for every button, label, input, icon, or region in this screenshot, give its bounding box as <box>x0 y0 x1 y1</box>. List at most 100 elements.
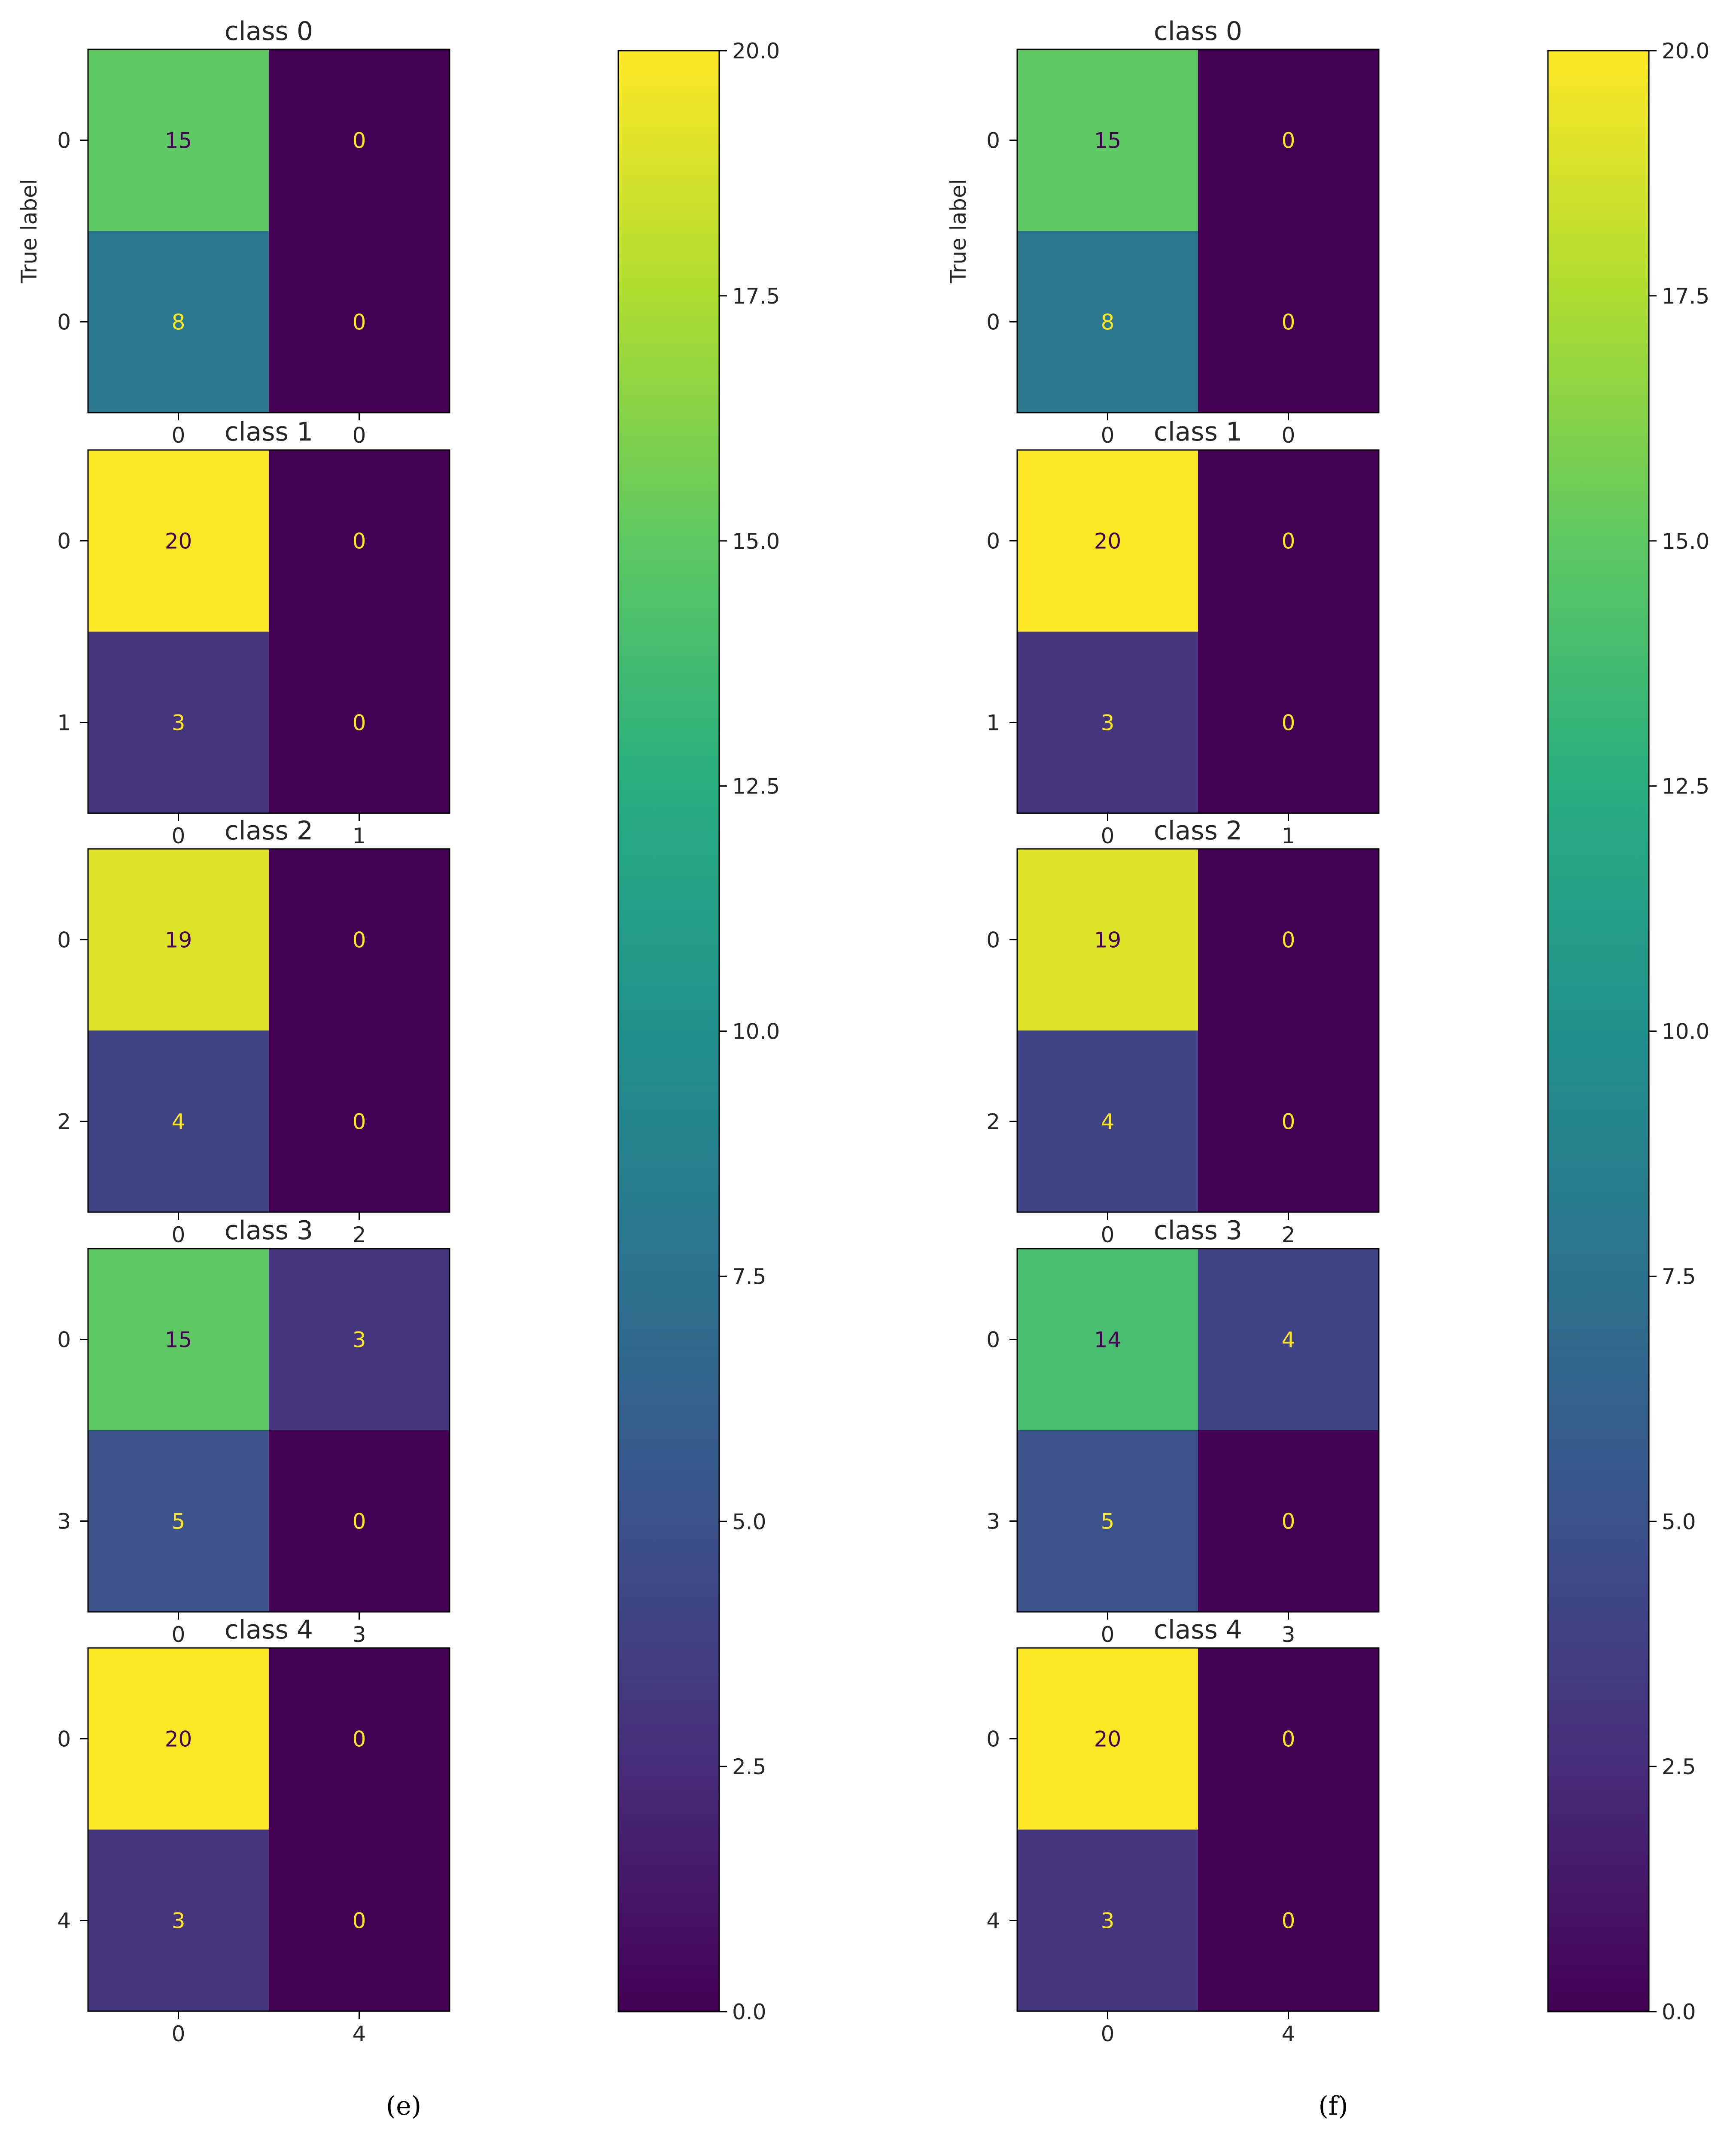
colorbar-tick-label: 0.0 <box>732 2000 766 2024</box>
matrix-cell <box>1198 849 1379 1030</box>
cell-value-label: 3 <box>172 1909 185 1933</box>
matrix-title: class 3 <box>1154 1216 1242 1246</box>
colorbar-tick-label: 15.0 <box>732 529 780 554</box>
cell-value-label: 3 <box>1101 711 1115 736</box>
y-tick-label: 0 <box>986 1727 1000 1752</box>
matrix-title: class 1 <box>225 417 313 447</box>
matrix-cell <box>88 632 269 813</box>
matrix-title: class 2 <box>225 816 313 846</box>
y-tick-label: 0 <box>57 1328 71 1353</box>
matrix-cell <box>1017 1430 1198 1612</box>
cell-value-label: 8 <box>1101 310 1115 335</box>
y-axis-label: True label <box>17 179 42 283</box>
y-tick-label: 3 <box>57 1509 71 1534</box>
y-tick-label: 2 <box>986 1110 1000 1134</box>
matrix-frame <box>87 449 450 814</box>
matrix-title: class 1 <box>1154 417 1242 447</box>
matrix-cell <box>88 1030 269 1212</box>
matrix-cell <box>269 450 450 632</box>
y-tick-label: 0 <box>986 128 1000 153</box>
cell-value-label: 20 <box>165 529 192 554</box>
matrix-cell <box>269 1830 450 2011</box>
panel-caption: (f) <box>1318 2091 1348 2121</box>
x-tick-label: 0 <box>172 824 185 848</box>
matrix-cell <box>269 1648 450 1830</box>
cell-value-label: 4 <box>172 1110 185 1134</box>
colorbar-tick-label: 10.0 <box>732 1019 780 1044</box>
cell-value-label: 0 <box>1282 310 1295 335</box>
matrix-frame <box>1016 449 1380 814</box>
matrix-cell <box>1198 1030 1379 1212</box>
y-tick-label: 4 <box>986 1909 1000 1933</box>
cell-value-label: 3 <box>1101 1909 1115 1933</box>
matrix-cell <box>1017 1648 1198 1830</box>
y-tick-label: 0 <box>57 928 71 953</box>
x-tick-label: 0 <box>353 423 366 448</box>
matrix-cell <box>88 849 269 1030</box>
cell-value-label: 4 <box>1101 1110 1115 1134</box>
y-tick-label: 0 <box>986 310 1000 335</box>
x-tick-label: 0 <box>172 2021 185 2046</box>
cell-value-label: 0 <box>1282 1509 1295 1534</box>
cell-value-label: 0 <box>353 1509 366 1534</box>
cell-value-label: 3 <box>172 711 185 736</box>
cell-value-label: 0 <box>353 1909 366 1933</box>
matrix-frame <box>1016 848 1380 1213</box>
colorbar-tick-label: 0.0 <box>1662 2000 1696 2024</box>
matrix-title: class 4 <box>1154 1615 1242 1645</box>
x-tick-label: 0 <box>172 1222 185 1247</box>
y-axis-label: True label <box>946 179 971 283</box>
matrix-title: class 0 <box>225 16 313 46</box>
cell-value-label: 15 <box>165 1328 192 1353</box>
x-tick-label: 2 <box>353 1222 366 1247</box>
confusion-matrix-class-2: class 2 19 0 4 0 0 2 0 2 <box>57 816 450 1247</box>
matrix-cell <box>1198 1830 1379 2011</box>
matrix-cell <box>1017 1249 1198 1430</box>
confusion-matrix-class-1: class 1 20 0 3 0 0 1 0 1 <box>986 417 1380 848</box>
confusion-matrix-class-0: class 0 15 0 8 0 0 0 0 0 <box>986 16 1380 448</box>
matrix-frame <box>87 1248 450 1613</box>
cell-value-label: 0 <box>1282 1110 1295 1134</box>
matrix-cell <box>269 1030 450 1212</box>
colorbar-tick-label: 2.5 <box>1662 1754 1696 1779</box>
y-tick-label: 1 <box>986 711 1000 736</box>
matrix-cell <box>88 49 269 231</box>
confusion-matrix-class-4: class 4 20 0 3 0 0 4 0 4 <box>57 1615 450 2046</box>
colorbar <box>1547 50 1650 2012</box>
x-tick-label: 0 <box>1101 1622 1115 1647</box>
y-tick-label: 4 <box>57 1909 71 1933</box>
cell-value-label: 0 <box>353 1727 366 1752</box>
matrix-cell <box>1198 1648 1379 1830</box>
confusion-matrix-class-3: class 3 15 3 5 0 0 3 0 3 <box>57 1216 450 1647</box>
x-tick-label: 4 <box>353 2021 366 2046</box>
x-tick-label: 0 <box>1101 423 1115 448</box>
y-tick-label: 0 <box>57 1727 71 1752</box>
cell-value-label: 0 <box>1282 928 1295 953</box>
matrix-cell <box>269 632 450 813</box>
colorbar-tick-label: 15.0 <box>1662 529 1709 554</box>
matrix-cell <box>88 1648 269 1830</box>
matrix-frame <box>1016 1248 1380 1613</box>
cell-value-label: 20 <box>165 1727 192 1752</box>
matrix-cell <box>88 231 269 413</box>
x-tick-label: 0 <box>1101 1222 1115 1247</box>
colorbar-tick-label: 20.0 <box>1662 39 1709 64</box>
cell-value-label: 0 <box>353 711 366 736</box>
x-tick-label: 0 <box>172 423 185 448</box>
cell-value-label: 20 <box>1094 529 1122 554</box>
x-tick-label: 1 <box>353 824 366 848</box>
matrix-frame <box>1016 1647 1380 2012</box>
matrix-cell <box>1017 1830 1198 2011</box>
matrix-cell <box>269 1249 450 1430</box>
y-tick-label: 0 <box>986 1328 1000 1353</box>
x-tick-label: 3 <box>1282 1622 1295 1647</box>
cell-value-label: 0 <box>353 928 366 953</box>
x-tick-label: 0 <box>1101 824 1115 848</box>
cell-value-label: 0 <box>1282 529 1295 554</box>
matrix-cell <box>88 1249 269 1430</box>
colorbar-tick-label: 7.5 <box>732 1264 766 1289</box>
matrix-title: class 4 <box>225 1615 313 1645</box>
y-tick-label: 0 <box>986 529 1000 554</box>
